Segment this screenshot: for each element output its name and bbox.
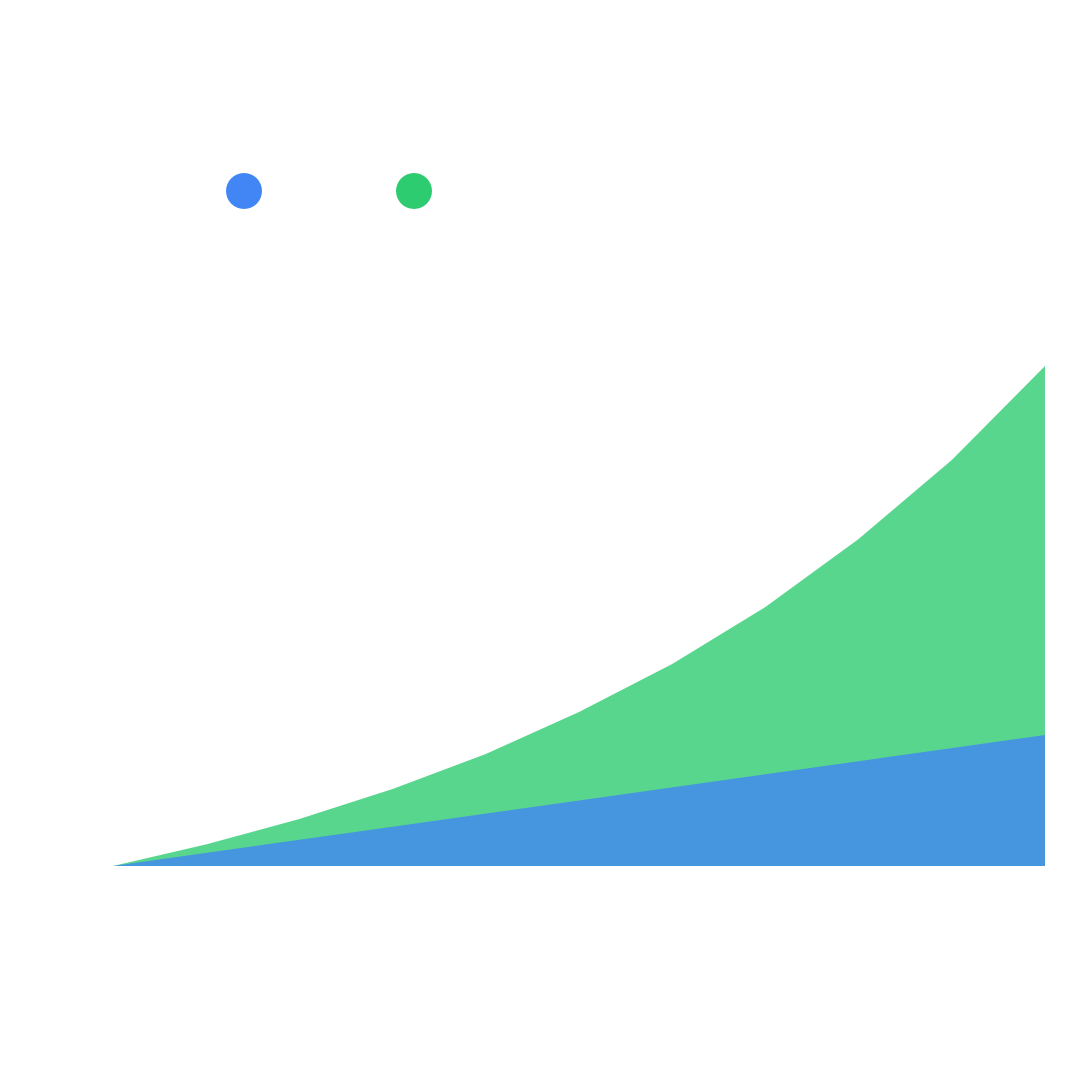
legend-marker xyxy=(226,173,262,209)
legend-marker xyxy=(396,173,432,209)
area xyxy=(113,366,1045,866)
area xyxy=(113,735,1045,866)
